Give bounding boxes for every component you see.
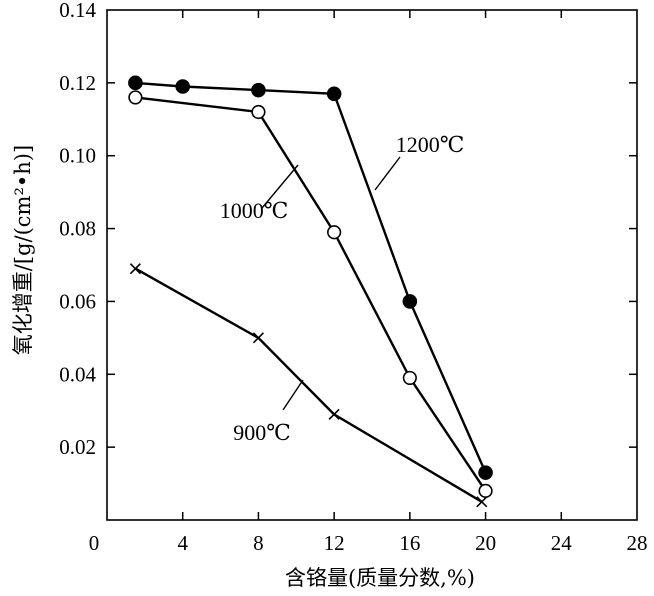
x-tick-label: 28	[627, 531, 648, 555]
data-point-cross	[252, 332, 264, 344]
series-callout-line	[282, 379, 304, 411]
data-point-cross	[129, 263, 141, 275]
data-point-open	[327, 225, 342, 240]
x-tick-label: 0	[89, 531, 100, 555]
data-point-filled	[251, 82, 266, 98]
series-line	[134, 267, 483, 503]
data-point-open	[402, 370, 417, 386]
x-tick-label: 4	[177, 531, 188, 555]
data-point-filled	[326, 86, 342, 102]
data-point-open	[128, 90, 143, 105]
data-point-filled	[478, 465, 493, 480]
x-tick-label: 12	[324, 531, 345, 555]
data-point-filled	[128, 75, 143, 91]
data-point-cross	[328, 408, 340, 420]
x-tick-label: 16	[399, 531, 420, 555]
series-label: 1200℃	[396, 132, 465, 157]
y-tick-label: 0.10	[59, 144, 96, 168]
ticks-layer	[107, 10, 637, 520]
y-tick-label: 0.08	[59, 217, 96, 241]
cross-stroke	[476, 496, 488, 508]
data-point-filled	[402, 294, 418, 309]
cross-stroke	[129, 263, 141, 275]
x-tick-label: 20	[475, 531, 496, 555]
cross-stroke	[328, 408, 340, 420]
data-point-open	[478, 483, 493, 498]
x-tick-label: 24	[551, 531, 573, 555]
cross-stroke	[252, 332, 264, 344]
series-line	[135, 81, 487, 474]
y-axis-label: 氧化增重/[g/(cm²•h)]	[11, 145, 35, 355]
series-callout-line	[374, 156, 401, 191]
y-tick-label: 0.02	[59, 435, 96, 459]
data-point-cross	[476, 496, 488, 508]
plot-frame	[106, 9, 638, 521]
x-axis-label: 含铬量(质量分数,%)	[285, 566, 475, 590]
series-callout-line	[261, 164, 299, 209]
y-tick-label: 0.04	[59, 362, 96, 386]
data-point-open	[251, 104, 266, 120]
y-tick-label: 0.06	[59, 289, 96, 313]
data-point-filled	[175, 79, 191, 94]
labels-layer: 0 4 8 12 16 20 24 28 0.02 0.04 0.06 0.08 0.10 0.12 0.1…	[59, 0, 647, 555]
x-tick-label: 8	[253, 531, 264, 555]
callouts-layer	[261, 156, 401, 411]
series-label: 1000℃	[220, 198, 289, 223]
markers-layer	[128, 75, 493, 508]
series-label: 900℃	[233, 420, 291, 445]
y-tick-label: 0.14	[59, 0, 96, 22]
y-tick-label: 0.12	[59, 71, 96, 95]
